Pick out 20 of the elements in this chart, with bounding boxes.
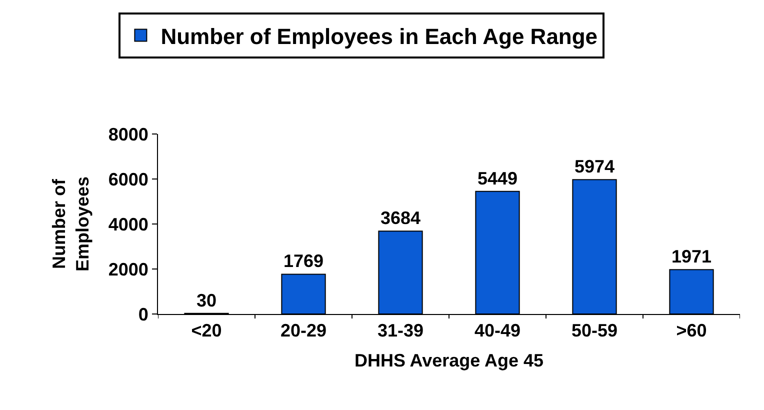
legend-label: Number of Employees in Each Age Range	[160, 24, 598, 49]
y-tick-label: 2000	[108, 259, 148, 280]
data-label: 1769	[283, 251, 324, 272]
data-label: 3684	[380, 208, 421, 228]
y-axis-title: Number of Employees	[49, 176, 93, 272]
y-tick-label: 0	[138, 304, 148, 324]
data-label: 5449	[477, 168, 518, 188]
y-tick-label: 8000	[108, 124, 148, 144]
x-tick-label: 20-29	[280, 320, 327, 341]
x-tick-label: 31-39	[377, 320, 424, 341]
y-tick-label: 6000	[108, 169, 148, 190]
x-tick-label: <20	[191, 320, 222, 341]
x-axis-title: DHHS Average Age 45	[354, 350, 544, 371]
data-label: 30	[196, 290, 217, 310]
x-tick-label: >60	[676, 320, 707, 341]
data-label: 5974	[574, 156, 615, 177]
x-tick-label: 40-49	[474, 320, 521, 341]
data-label: 1971	[671, 246, 712, 267]
y-tick-label: 4000	[108, 214, 148, 234]
x-tick-label: 50-59	[571, 320, 618, 341]
